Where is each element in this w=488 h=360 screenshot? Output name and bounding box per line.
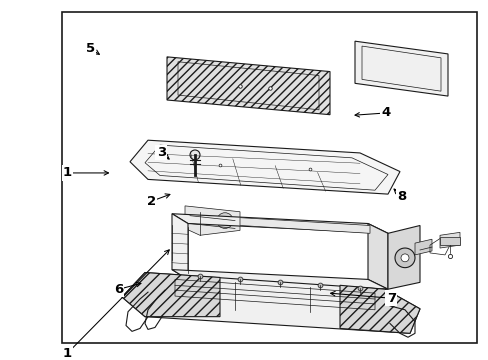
- Circle shape: [217, 213, 232, 229]
- Polygon shape: [414, 239, 431, 255]
- Text: 5: 5: [86, 42, 95, 55]
- Text: 8: 8: [397, 190, 406, 203]
- Text: 1: 1: [63, 166, 72, 179]
- Polygon shape: [130, 140, 399, 194]
- Polygon shape: [387, 225, 419, 289]
- Polygon shape: [354, 41, 447, 96]
- Polygon shape: [184, 206, 240, 235]
- Polygon shape: [240, 218, 369, 233]
- Polygon shape: [439, 232, 459, 248]
- Polygon shape: [172, 214, 187, 279]
- Polygon shape: [339, 285, 419, 333]
- Text: 2: 2: [147, 195, 156, 208]
- Polygon shape: [167, 57, 329, 115]
- Bar: [62, 12, 476, 343]
- Polygon shape: [122, 273, 419, 333]
- Polygon shape: [172, 270, 387, 289]
- Text: 7: 7: [386, 292, 395, 305]
- Polygon shape: [367, 224, 387, 289]
- Circle shape: [394, 248, 414, 267]
- Bar: [439, 237, 459, 245]
- Text: 4: 4: [381, 107, 390, 120]
- Polygon shape: [122, 273, 220, 317]
- Circle shape: [222, 218, 227, 224]
- Circle shape: [190, 150, 200, 160]
- Text: 1: 1: [62, 347, 71, 360]
- Text: 3: 3: [157, 146, 165, 159]
- Text: 6: 6: [114, 283, 122, 296]
- Polygon shape: [172, 214, 387, 233]
- Circle shape: [400, 254, 408, 262]
